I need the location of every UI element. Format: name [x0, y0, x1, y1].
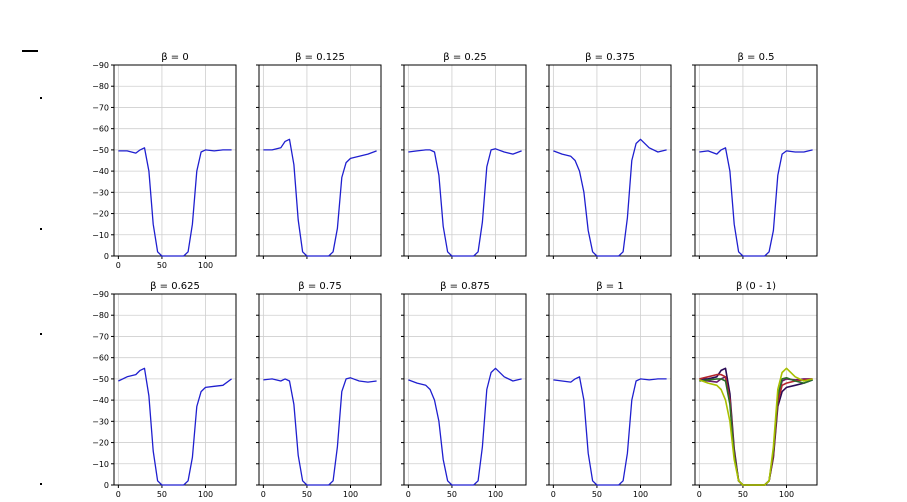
- subplot-title: β = 0.125: [295, 52, 345, 63]
- x-tick-label: 0: [261, 490, 266, 499]
- subplot-title: β = 0.625: [150, 281, 200, 292]
- series-line: [118, 367, 232, 486]
- y-tick-label: −70: [92, 103, 109, 112]
- x-tick-label: 100: [779, 490, 794, 499]
- y-tick-label: −60: [92, 354, 109, 363]
- subplot-title: β = 1: [596, 281, 623, 292]
- x-tick-label: 100: [198, 490, 213, 499]
- plot-frame: [403, 293, 527, 486]
- x-tick-label: 50: [447, 490, 457, 499]
- y-tick-label: −10: [92, 460, 109, 469]
- subplot-title: β = 0.75: [298, 281, 341, 292]
- subplot-panel: β = 0.375: [546, 52, 672, 259]
- x-tick-label: 50: [592, 490, 602, 499]
- subplot-panel: −90 −80 −70 −60 −50 −40 −30 −20 −10 00 50 100 β = 0.…: [92, 281, 237, 499]
- x-tick-label: 0: [551, 490, 556, 499]
- x-tick-label: 50: [157, 261, 167, 270]
- y-tick-label: −80: [92, 82, 109, 91]
- x-tick-label: 0: [406, 490, 411, 499]
- subplot-panel: β = 0.5: [692, 52, 818, 259]
- edge-dot-mark: [40, 97, 42, 99]
- series-line: [408, 148, 522, 257]
- plot-frame: [258, 293, 382, 486]
- y-tick-label: 0: [104, 481, 109, 490]
- series-line: [699, 375, 813, 486]
- series-line: [699, 147, 813, 257]
- series-line: [699, 367, 813, 486]
- subplot-title: β = 0.875: [440, 281, 490, 292]
- y-tick-label: −20: [92, 210, 109, 219]
- subplot-panel: β = 0.25: [401, 52, 527, 259]
- y-tick-label: −50: [92, 375, 109, 384]
- subplot-title: β = 0.5: [737, 52, 774, 63]
- x-tick-label: 100: [198, 261, 213, 270]
- series-line: [553, 376, 667, 486]
- series-line: [263, 138, 377, 257]
- series-line: [118, 147, 232, 257]
- plot-frame: [548, 64, 672, 257]
- y-tick-label: −70: [92, 332, 109, 341]
- y-tick-label: −80: [92, 311, 109, 320]
- y-tick-label: −30: [92, 417, 109, 426]
- subplot-title: β = 0.375: [585, 52, 635, 63]
- x-tick-label: 50: [738, 490, 748, 499]
- subplot-title: β = 0: [161, 52, 188, 63]
- subplot-panel: 0 50 100 β (0 - 1): [692, 281, 818, 499]
- subplot-panel: −90 −80 −70 −60 −50 −40 −30 −20 −10 00 50 100 β = 0: [92, 52, 237, 270]
- y-tick-label: −40: [92, 167, 109, 176]
- subplot-panel: 0 50 100 β = 0.875: [401, 281, 527, 499]
- plot-frame: [113, 64, 237, 257]
- series-line: [553, 138, 667, 257]
- plot-frame: [113, 293, 237, 486]
- edge-dash-mark: [22, 50, 38, 52]
- x-tick-label: 0: [697, 490, 702, 499]
- edge-dot-mark: [40, 483, 42, 485]
- y-tick-label: −30: [92, 188, 109, 197]
- series-line: [699, 376, 813, 486]
- subplot-title: β (0 - 1): [736, 281, 776, 292]
- subplot-panel: 0 50 100 β = 1: [546, 281, 672, 499]
- x-tick-label: 100: [488, 490, 503, 499]
- series-line: [408, 367, 522, 486]
- y-tick-label: −60: [92, 125, 109, 134]
- y-tick-label: −20: [92, 439, 109, 448]
- series-line: [263, 377, 377, 486]
- x-tick-label: 50: [302, 490, 312, 499]
- plot-frame: [548, 293, 672, 486]
- y-tick-label: −10: [92, 231, 109, 240]
- subplot-panel: β = 0.125: [256, 52, 382, 259]
- x-tick-label: 0: [116, 490, 121, 499]
- subplot-panel: 0 50 100 β = 0.75: [256, 281, 382, 499]
- subplot-title: β = 0.25: [443, 52, 486, 63]
- y-tick-label: −90: [92, 61, 109, 70]
- y-tick-label: −50: [92, 146, 109, 155]
- edge-dot-mark: [40, 333, 42, 335]
- edge-dot-mark: [40, 228, 42, 230]
- plot-frame: [694, 293, 818, 486]
- plot-frame: [258, 64, 382, 257]
- y-tick-label: −40: [92, 396, 109, 405]
- y-tick-label: 0: [104, 252, 109, 261]
- x-tick-label: 0: [116, 261, 121, 270]
- x-tick-label: 100: [633, 490, 648, 499]
- x-tick-label: 50: [157, 490, 167, 499]
- x-tick-label: 100: [343, 490, 358, 499]
- plot-frame: [694, 64, 818, 257]
- series-line: [699, 373, 813, 486]
- y-tick-label: −90: [92, 290, 109, 299]
- plot-frame: [403, 64, 527, 257]
